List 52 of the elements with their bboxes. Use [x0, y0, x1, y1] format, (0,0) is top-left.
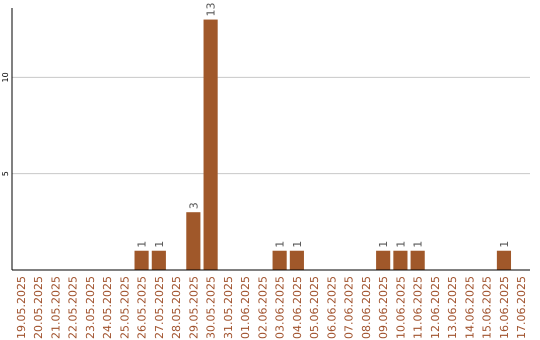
x-tick-label: 28.05.2025 — [170, 276, 184, 339]
x-tick-label: 30.05.2025 — [204, 276, 218, 339]
data-label: 1 — [152, 240, 166, 248]
bar — [290, 250, 304, 270]
x-tick-label: 01.06.2025 — [239, 276, 252, 339]
bar — [186, 212, 200, 270]
bar — [134, 250, 149, 270]
x-tick-label: 12.06.2025 — [428, 276, 442, 339]
x-tick-label: 25.05.2025 — [118, 276, 132, 339]
y-tick-label: 10 — [1, 72, 10, 82]
x-tick-label: 16.06.2025 — [498, 276, 511, 339]
x-tick-label: 21.05.2025 — [49, 276, 62, 339]
x-tick-label: 26.05.2025 — [136, 276, 149, 339]
data-label: 1 — [377, 240, 390, 248]
x-tick-label: 11.06.2025 — [412, 276, 425, 339]
x-tick-label: 03.06.2025 — [274, 276, 287, 339]
bar — [410, 250, 425, 270]
x-tick-label: 07.06.2025 — [342, 276, 356, 339]
bar — [272, 250, 287, 270]
data-label: 1 — [290, 240, 304, 248]
x-tick-label: 17.06.2025 — [515, 276, 528, 339]
x-tick-label: 14.06.2025 — [463, 276, 476, 339]
x-tick-label: 05.06.2025 — [308, 276, 322, 339]
data-label: 1 — [412, 240, 425, 248]
bar — [204, 20, 218, 270]
bar — [496, 250, 512, 270]
x-tick-label: 02.06.2025 — [256, 276, 270, 339]
x-tick-label: 15.06.2025 — [480, 276, 494, 339]
bar — [393, 250, 408, 270]
x-tick-label: 10.06.2025 — [394, 276, 408, 339]
data-label: 13 — [204, 2, 218, 17]
data-label: 1 — [136, 240, 149, 248]
x-tick-label: 04.06.2025 — [290, 276, 304, 339]
data-label: 1 — [498, 240, 511, 248]
x-tick-label: 22.05.2025 — [66, 276, 80, 339]
x-tick-label: 08.06.2025 — [360, 276, 373, 339]
x-tick-label: 31.05.2025 — [222, 276, 235, 339]
x-tick-label: 29.05.2025 — [187, 276, 200, 339]
bar — [376, 250, 390, 270]
x-tick-label: 19.05.2025 — [14, 276, 28, 339]
bar — [152, 250, 166, 270]
y-tick-label: 5 — [1, 171, 10, 176]
x-tick-label: 20.05.2025 — [32, 276, 46, 339]
data-label: 1 — [394, 240, 408, 248]
data-label: 1 — [274, 240, 287, 248]
x-tick-label: 06.06.2025 — [325, 276, 338, 339]
x-tick-label: 13.06.2025 — [446, 276, 460, 339]
x-tick-label: 23.05.2025 — [84, 276, 97, 339]
x-tick-label: 09.06.2025 — [377, 276, 390, 339]
x-tick-label: 24.05.2025 — [101, 276, 114, 339]
data-label: 3 — [187, 202, 200, 210]
x-tick-label: 27.05.2025 — [152, 276, 166, 339]
